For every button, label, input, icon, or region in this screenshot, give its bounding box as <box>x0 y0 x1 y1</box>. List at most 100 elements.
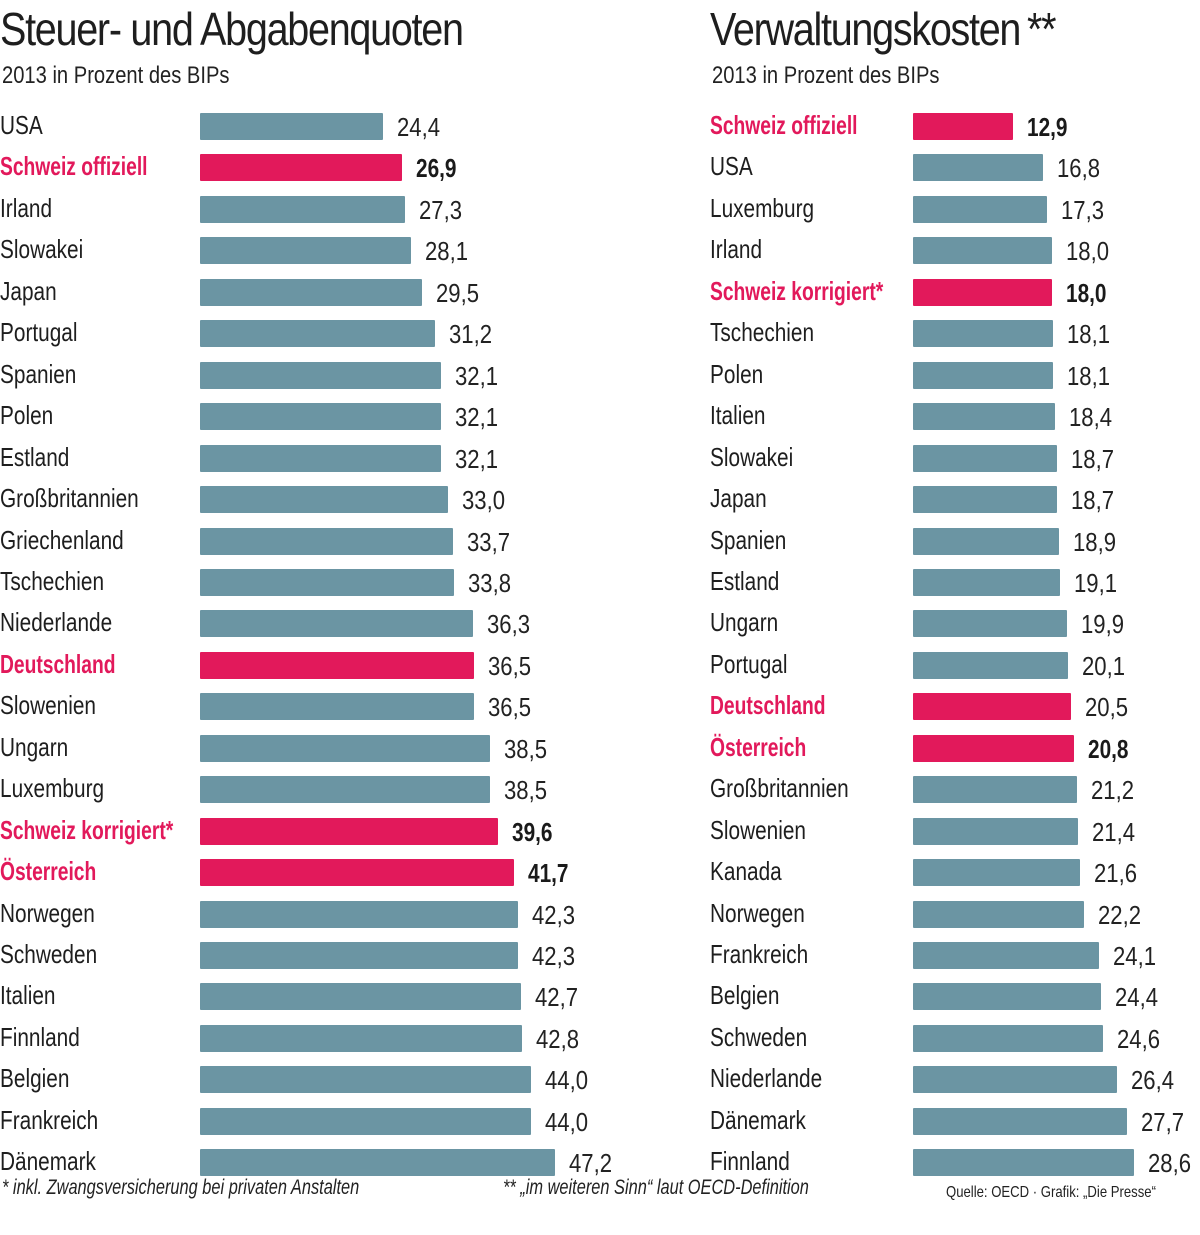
category-label: Slowenien <box>710 814 806 845</box>
bar <box>200 1149 555 1177</box>
bar <box>913 403 1056 431</box>
value-label: 18,1 <box>1066 319 1110 350</box>
bar-row: Luxemburg 17,3 <box>710 192 1200 225</box>
right-chart-title-suffix: ** <box>1027 3 1057 55</box>
value-label: 42,3 <box>532 941 576 971</box>
bar <box>200 651 475 679</box>
category-label: Deutschland <box>710 690 826 721</box>
bar-row: Japan 18,7 <box>710 483 1200 515</box>
value-label: 12,9 <box>1026 112 1068 142</box>
category-label: Italien <box>710 400 766 431</box>
bar <box>200 693 475 721</box>
bar-row: Schweiz korrigiert* 39,6 <box>0 815 640 847</box>
bar <box>200 527 454 555</box>
value-label: 42,8 <box>535 1023 579 1054</box>
value-label: 36,5 <box>488 650 532 681</box>
value-label: 44,0 <box>544 1065 588 1096</box>
bar <box>200 1066 531 1094</box>
value-label: 18,1 <box>1066 360 1110 391</box>
bar <box>913 1024 1103 1052</box>
bar-row: Großbritannien 21,2 <box>710 773 1200 805</box>
bar <box>913 278 1052 306</box>
value-label: 18,9 <box>1072 526 1116 557</box>
category-label: Spanien <box>710 524 787 555</box>
bar <box>913 651 1069 679</box>
bar-row: Italien 18,4 <box>710 400 1200 433</box>
bar <box>913 776 1077 804</box>
value-label: 24,4 <box>397 112 441 142</box>
value-label: 18,0 <box>1065 277 1107 308</box>
bar-row: USA 16,8 <box>710 151 1200 183</box>
left-bar-chart: USA 24,4 Schweiz offiziell 26,9 Irland 27,3 Sl… <box>0 110 640 1178</box>
bar <box>200 942 519 969</box>
bar-row: Estland 19,1 <box>710 565 1200 598</box>
value-label: 29,5 <box>435 277 479 308</box>
bar <box>913 693 1072 721</box>
category-label: Slowakei <box>0 234 84 265</box>
value-label: 24,6 <box>1116 1023 1160 1054</box>
bar <box>913 527 1059 555</box>
value-label: 31,2 <box>448 319 492 350</box>
bar <box>913 113 1013 140</box>
bar <box>200 361 442 389</box>
category-label: Norwegen <box>710 897 805 928</box>
bar-row: Schweiz offiziell 12,9 <box>710 110 1200 142</box>
value-label: 26,4 <box>1130 1065 1174 1096</box>
bar <box>200 610 473 638</box>
bar-row: Japan 29,5 <box>0 275 640 308</box>
bar-row: Belgien 44,0 <box>0 1063 640 1096</box>
category-label: USA <box>710 151 753 182</box>
value-label: 42,7 <box>535 982 579 1013</box>
category-label: Estland <box>710 565 780 596</box>
category-label: Frankreich <box>0 1104 99 1135</box>
bar <box>913 486 1058 514</box>
value-label: 19,1 <box>1074 567 1118 598</box>
value-label: 27,3 <box>419 194 463 225</box>
value-label: 26,9 <box>416 153 457 184</box>
category-label: Schweden <box>0 939 98 969</box>
category-label: Tschechien <box>710 317 815 348</box>
bar-row: Irland 27,3 <box>0 192 640 225</box>
bar-row: Niederlande 26,4 <box>710 1063 1200 1096</box>
category-label: Frankreich <box>710 939 809 969</box>
bar-row: Kanada 21,6 <box>710 856 1200 888</box>
category-label: Luxemburg <box>710 192 815 223</box>
bar-row: Polen 18,1 <box>710 358 1200 391</box>
bar <box>913 1107 1127 1135</box>
bar <box>913 942 1100 969</box>
bar <box>200 900 519 928</box>
category-label: Niederlande <box>0 607 113 638</box>
category-label: Spanien <box>0 358 77 389</box>
left-chart-title: Steuer- und Abgabenquoten <box>0 3 464 55</box>
bar <box>913 320 1053 348</box>
bar-row: Griechenland 33,7 <box>0 525 640 557</box>
value-label: 20,1 <box>1082 650 1126 681</box>
category-label: Schweiz offiziell <box>0 151 148 182</box>
category-label: Japan <box>0 275 57 306</box>
bar <box>200 486 449 514</box>
right-bar-chart: Schweiz offiziell 12,9 USA 16,8 Luxemburg 17,… <box>710 0 1200 1235</box>
category-label: USA <box>0 110 43 140</box>
value-label: 38,5 <box>503 775 547 806</box>
category-label: Luxemburg <box>0 773 105 804</box>
value-label: 22,2 <box>1098 899 1142 930</box>
category-label: Irland <box>0 192 53 223</box>
footnote-1: * inkl. Zwangsversicherung bei privaten … <box>2 1176 360 1199</box>
bar-row: Luxemburg 38,5 <box>0 773 640 806</box>
value-label: 33,7 <box>467 526 511 557</box>
value-label: 44,0 <box>544 1106 588 1137</box>
bar-row: Schweiz offiziell 26,9 <box>0 151 640 184</box>
value-label: 18,4 <box>1069 402 1113 433</box>
bar-row: Belgien 24,4 <box>710 980 1200 1013</box>
bar <box>913 610 1067 638</box>
bar <box>913 1149 1134 1177</box>
category-label: Polen <box>710 358 764 389</box>
bar <box>200 776 490 804</box>
bar-row: Tschechien 33,8 <box>0 566 640 598</box>
category-label: Großbritannien <box>0 483 139 514</box>
bar-row: Schweden 42,3 <box>0 939 640 971</box>
category-label: Finnland <box>710 1146 790 1177</box>
value-label: 24,4 <box>1115 982 1159 1013</box>
bar-row: Portugal 31,2 <box>0 317 640 350</box>
value-label: 32,1 <box>455 360 499 391</box>
